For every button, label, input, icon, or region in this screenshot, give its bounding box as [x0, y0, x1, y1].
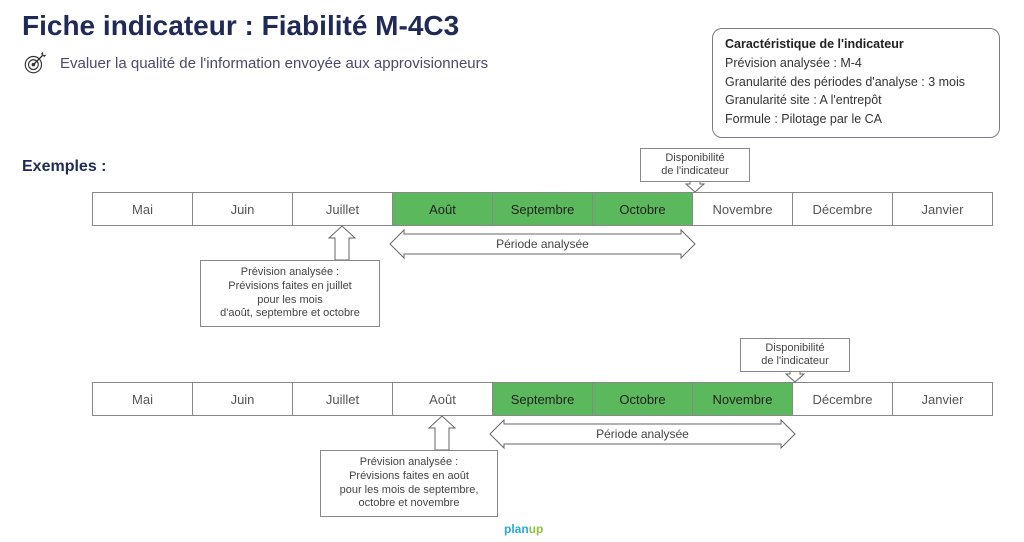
timeline-cell: Septembre [493, 193, 593, 225]
characteristics-line: Prévision analysée : M-4 [725, 54, 987, 73]
logo-part2: up [529, 522, 544, 536]
characteristics-line: Formule : Pilotage par le CA [725, 110, 987, 129]
timeline-cell: Mai [93, 383, 193, 415]
timeline-cell: Juillet [293, 383, 393, 415]
timeline-cell: Mai [93, 193, 193, 225]
characteristics-box: Caractéristique de l'indicateur Prévisio… [712, 28, 1000, 138]
characteristics-line: Granularité site : A l'entrepôt [725, 91, 987, 110]
subtitle-text: Evaluer la qualité de l'information envo… [60, 55, 488, 72]
timeline-cell: Juillet [293, 193, 393, 225]
characteristics-line: Granularité des périodes d'analyse : 3 m… [725, 73, 987, 92]
timeline-cell: Octobre [593, 383, 693, 415]
timeline-row-2: MaiJuinJuilletAoûtSeptembreOctobreNovemb… [92, 382, 993, 416]
svg-text:Période analysée: Période analysée [596, 427, 689, 441]
timeline-cell: Juin [193, 383, 293, 415]
characteristics-heading: Caractéristique de l'indicateur [725, 35, 987, 54]
timeline-row-1: MaiJuinJuilletAoûtSeptembreOctobreNovemb… [92, 192, 993, 226]
timeline-cell: Janvier [893, 383, 993, 415]
svg-text:Période analysée: Période analysée [496, 237, 589, 251]
timeline-cell: Octobre [593, 193, 693, 225]
timeline-cell: Novembre [693, 383, 793, 415]
prevision-callout-2: Prévision analysée :Prévisions faites en… [320, 450, 498, 517]
timeline-cell: Juin [193, 193, 293, 225]
planup-logo: planup [504, 522, 543, 536]
timeline-cell: Décembre [793, 383, 893, 415]
timeline-cell: Août [393, 193, 493, 225]
target-icon [22, 50, 48, 76]
timeline-cell: Novembre [693, 193, 793, 225]
prevision-callout-1: Prévision analysée :Prévisions faites en… [200, 260, 380, 327]
timeline-cell: Décembre [793, 193, 893, 225]
examples-heading: Exemples : [22, 158, 106, 176]
timeline-cell: Janvier [893, 193, 993, 225]
logo-part1: plan [504, 522, 529, 536]
availability-callout-2: Disponibilitéde l'indicateur [740, 338, 850, 372]
availability-callout-1: Disponibilitéde l'indicateur [640, 148, 750, 182]
timeline-cell: Août [393, 383, 493, 415]
timeline-cell: Septembre [493, 383, 593, 415]
